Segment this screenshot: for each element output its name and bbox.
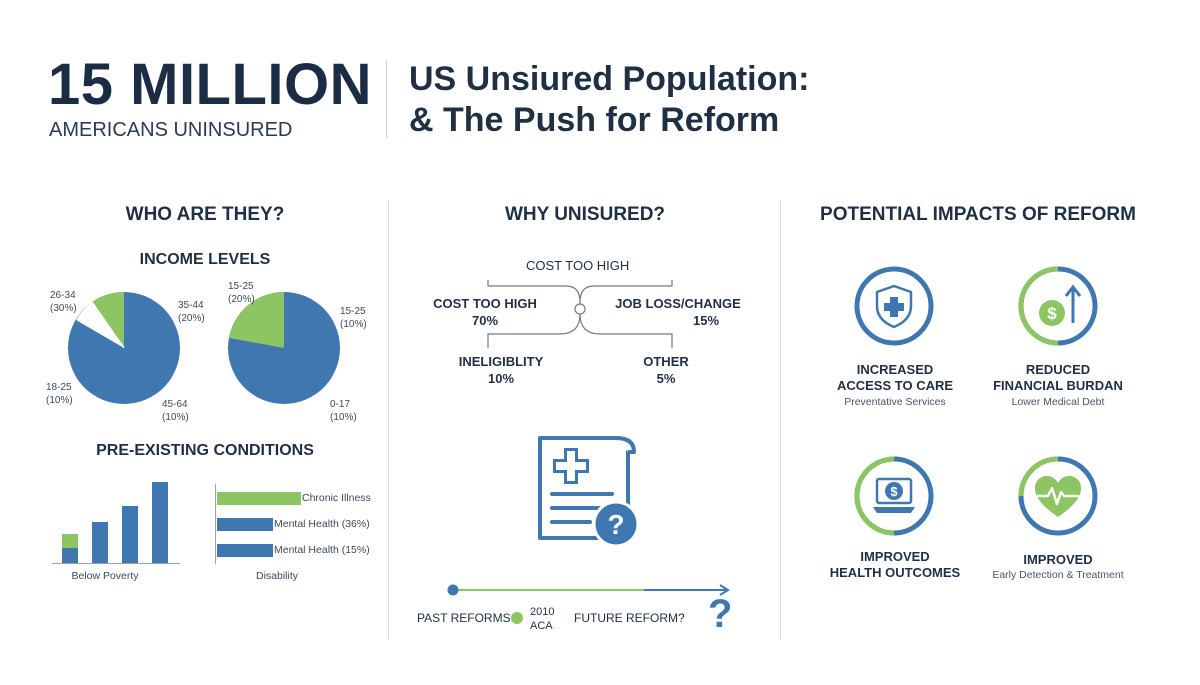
impacts-title: POTENTIAL IMPACTS OF REFORM [820, 204, 1136, 225]
hbar-caption: Disability [256, 570, 299, 582]
impact-4-title: IMPROVED [1023, 552, 1093, 567]
income-title: INCOME LEVELS [139, 251, 271, 268]
hbar-3 [217, 544, 273, 557]
conditions-title: PRE-EXISTING CONDITIONS [96, 442, 314, 459]
svg-text:$: $ [1047, 304, 1057, 323]
pie1-label-35-44: 35-44 (20%) [178, 300, 205, 324]
dollar-laptop-icon: $ [854, 456, 934, 536]
panel-divider-right [780, 200, 781, 640]
headline-caption: AMERICANS UNINSURED [49, 119, 293, 141]
vbar-caption: Below Poverty [71, 570, 139, 582]
why-connector-diagram [487, 280, 673, 348]
pie1-slice-green [92, 291, 124, 348]
pie2-label-0-17: 0-17 (10%) [330, 399, 357, 423]
conditions-horizontal-bar-chart [215, 484, 301, 564]
pie2-slice-green [229, 292, 284, 348]
why-title: WHY UNISURED? [504, 204, 666, 225]
medical-document-question-icon: ? [538, 436, 640, 548]
timeline-past-label: PAST REFORMS [417, 611, 511, 625]
dollar-arrow-icon: $ [1018, 266, 1098, 346]
shield-cross-icon [854, 266, 934, 346]
hbar-label-3: Mental Health (15%) [274, 544, 370, 556]
reform-timeline [447, 584, 730, 596]
pie2-label-15-25-b: 15-25 (10%) [340, 306, 367, 330]
timeline-start-dot [447, 584, 459, 596]
header-divider [386, 60, 387, 138]
why-reason-ineligibility: INELIGIBLITY 10% [458, 354, 544, 386]
page-title-line2: & The Push for Reform [409, 101, 780, 139]
pie2-label-15-25-a: 15-25 (20%) [228, 281, 255, 305]
heart-pulse-icon [1018, 456, 1098, 536]
panel-divider-left [388, 200, 389, 640]
impact-1-subtitle: Preventative Services [844, 396, 946, 408]
vbar-3 [122, 506, 138, 563]
pie1-label-26-34: 26-34 (30%) [50, 290, 77, 314]
vbar-1-blue [62, 548, 78, 563]
page-title-line1: US Unsiured Population: [409, 60, 810, 98]
why-connector-node [574, 303, 586, 315]
impact-2-title: REDUCED FINANCIAL BURDAN [993, 362, 1123, 394]
vbar-4 [152, 482, 168, 563]
income-pie-chart-1 [68, 291, 180, 404]
question-mark-icon: ? [708, 592, 733, 636]
hbar-label-2: Mental Health (36%) [274, 518, 370, 530]
impact-4-subtitle: Early Detection & Treatment [992, 569, 1124, 581]
pie1-label-45-64: 45-64 (10%) [162, 399, 189, 423]
why-reason-job-loss: JOB LOSS/CHANGE 15% [615, 296, 741, 328]
vbar-2 [92, 522, 108, 563]
timeline-aca-label: 2010 ACA [530, 606, 555, 632]
impact-3-title: IMPROVED HEALTH OUTCOMES [829, 549, 961, 581]
svg-text:$: $ [890, 484, 898, 499]
svg-text:?: ? [607, 509, 624, 540]
pie1-label-18-25: 18-25 (10%) [46, 382, 73, 406]
timeline-aca-dot [511, 612, 523, 624]
hbar-2 [217, 518, 273, 531]
why-reason-cost: COST TOO HIGH 70% [433, 296, 537, 328]
hbar-1 [217, 492, 301, 505]
impact-1-title: INCREASED ACCESS TO CARE [836, 362, 954, 394]
who-title: WHO ARE THEY? [125, 204, 285, 225]
why-reason-other: OTHER 5% [643, 354, 689, 386]
why-top-label: COST TOO HIGH [526, 258, 630, 273]
income-pie-chart-2 [228, 292, 340, 404]
headline-number: 15 MILLION [48, 52, 373, 117]
timeline-future-label: FUTURE REFORM? [574, 611, 685, 625]
hbar-label-1: Chronic Illness [302, 492, 371, 504]
impact-2-subtitle: Lower Medical Debt [1011, 396, 1105, 408]
conditions-vertical-bar-chart [52, 482, 180, 564]
pie1-slice-white [76, 302, 124, 348]
